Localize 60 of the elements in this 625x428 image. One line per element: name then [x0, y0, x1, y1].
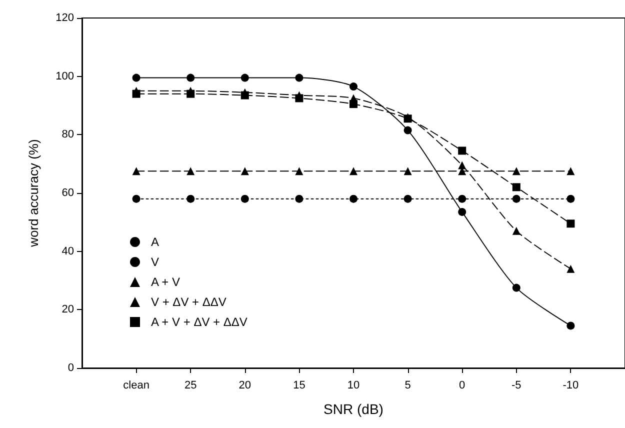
legend-label: V	[151, 255, 160, 269]
point	[458, 146, 466, 155]
point	[512, 167, 520, 176]
point	[186, 194, 195, 203]
point	[240, 194, 249, 203]
legend-label: A	[151, 235, 160, 249]
x-tick-label: -5	[512, 380, 522, 392]
point	[295, 167, 304, 176]
point	[295, 74, 304, 82]
point	[512, 284, 520, 292]
point	[458, 161, 466, 170]
point	[350, 167, 358, 176]
legend-label: A + V + ΔV + ΔΔV	[151, 315, 248, 329]
point	[566, 264, 575, 273]
point	[240, 167, 249, 176]
point	[512, 194, 520, 203]
point	[186, 167, 195, 176]
y-tick-label: 120	[56, 12, 74, 24]
point	[566, 194, 575, 203]
point	[295, 194, 304, 203]
point	[458, 194, 466, 203]
point	[512, 183, 520, 192]
y-tick-label: 20	[62, 304, 74, 316]
y-axis-title: word accuracy (%)	[26, 139, 41, 248]
point	[404, 126, 412, 134]
point	[132, 167, 140, 176]
x-tick-label: 25	[184, 380, 197, 392]
point	[404, 167, 412, 176]
point	[566, 167, 575, 176]
y-tick-label: 60	[62, 187, 74, 199]
point	[458, 208, 466, 216]
y-tick-label: 80	[62, 128, 74, 141]
point	[404, 194, 412, 203]
point	[186, 74, 195, 82]
x-tick-label: -10	[562, 380, 579, 392]
point	[186, 90, 195, 98]
y-tick-label: 40	[62, 245, 74, 258]
x-tick-label: 0	[459, 380, 466, 392]
x-tick-label: 10	[347, 380, 360, 392]
point	[512, 226, 520, 235]
point	[240, 91, 249, 100]
x-tick-label: 5	[404, 380, 411, 392]
point	[132, 194, 140, 203]
point	[566, 322, 575, 330]
point	[350, 194, 358, 203]
point	[132, 90, 140, 98]
x-tick-label: clean	[123, 380, 150, 392]
legend-label: A + V	[151, 275, 180, 289]
x-axis-title: SNR (dB)	[324, 401, 384, 417]
y-tick-label: 0	[68, 362, 74, 374]
legend-label: V + ΔV + ΔΔV	[151, 295, 226, 309]
x-tick-label: 20	[238, 380, 252, 392]
point	[240, 74, 249, 82]
point	[350, 82, 358, 91]
x-tick-label: 15	[293, 380, 306, 392]
point	[566, 220, 575, 228]
y-tick-label: 100	[56, 70, 74, 82]
point	[132, 74, 140, 82]
point	[295, 94, 304, 102]
point	[350, 100, 358, 108]
